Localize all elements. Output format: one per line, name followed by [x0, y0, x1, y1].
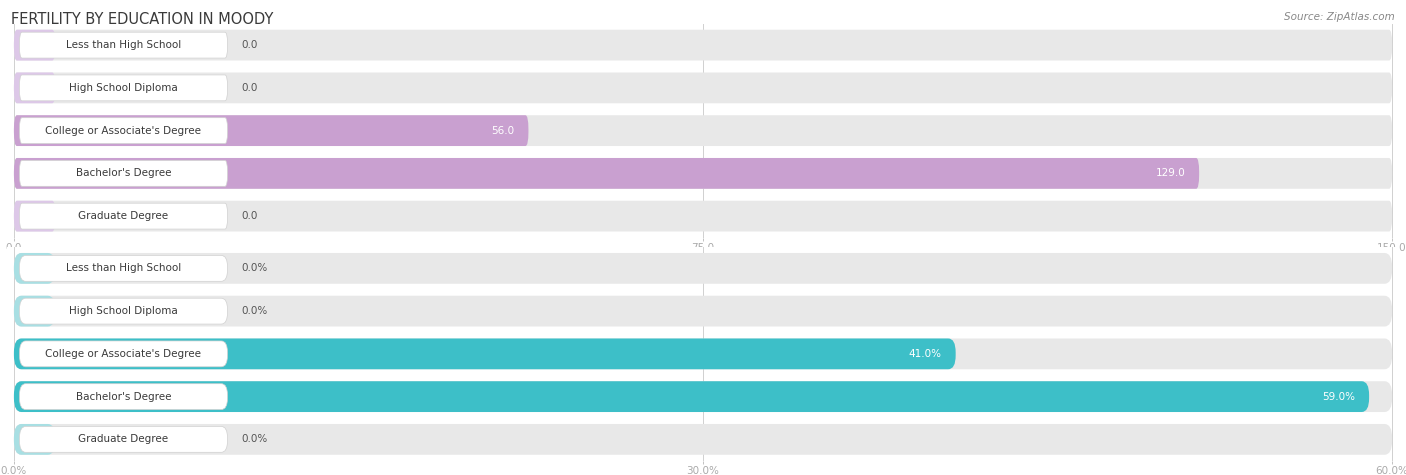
FancyBboxPatch shape — [14, 201, 1392, 231]
Text: High School Diploma: High School Diploma — [69, 306, 179, 316]
Text: Graduate Degree: Graduate Degree — [79, 211, 169, 221]
FancyBboxPatch shape — [14, 381, 1369, 412]
FancyBboxPatch shape — [20, 161, 228, 186]
Text: 59.0%: 59.0% — [1322, 391, 1355, 402]
FancyBboxPatch shape — [14, 115, 529, 146]
FancyBboxPatch shape — [20, 203, 228, 229]
Text: Less than High School: Less than High School — [66, 40, 181, 50]
Text: High School Diploma: High School Diploma — [69, 83, 179, 93]
FancyBboxPatch shape — [14, 115, 1392, 146]
FancyBboxPatch shape — [14, 201, 55, 231]
FancyBboxPatch shape — [14, 73, 1392, 103]
FancyBboxPatch shape — [14, 381, 1392, 412]
FancyBboxPatch shape — [14, 158, 1392, 189]
FancyBboxPatch shape — [14, 73, 55, 103]
FancyBboxPatch shape — [20, 341, 228, 367]
Text: College or Associate's Degree: College or Associate's Degree — [45, 125, 201, 136]
Text: 41.0%: 41.0% — [908, 349, 942, 359]
Text: 56.0: 56.0 — [492, 125, 515, 136]
Text: FERTILITY BY EDUCATION IN MOODY: FERTILITY BY EDUCATION IN MOODY — [11, 12, 274, 27]
Text: 0.0%: 0.0% — [242, 434, 267, 445]
FancyBboxPatch shape — [20, 298, 228, 324]
FancyBboxPatch shape — [20, 32, 228, 58]
FancyBboxPatch shape — [14, 424, 1392, 455]
Text: Graduate Degree: Graduate Degree — [79, 434, 169, 445]
Text: Bachelor's Degree: Bachelor's Degree — [76, 391, 172, 402]
FancyBboxPatch shape — [14, 339, 1392, 369]
FancyBboxPatch shape — [20, 118, 228, 143]
Text: 129.0: 129.0 — [1156, 168, 1185, 179]
FancyBboxPatch shape — [14, 30, 1392, 60]
Text: Source: ZipAtlas.com: Source: ZipAtlas.com — [1284, 12, 1395, 22]
Text: 0.0: 0.0 — [242, 40, 257, 50]
Text: 0.0%: 0.0% — [242, 306, 267, 316]
FancyBboxPatch shape — [14, 158, 1199, 189]
FancyBboxPatch shape — [14, 424, 55, 455]
FancyBboxPatch shape — [14, 296, 55, 326]
Text: 0.0%: 0.0% — [242, 263, 267, 274]
Text: Bachelor's Degree: Bachelor's Degree — [76, 168, 172, 179]
FancyBboxPatch shape — [20, 384, 228, 409]
Text: College or Associate's Degree: College or Associate's Degree — [45, 349, 201, 359]
FancyBboxPatch shape — [14, 339, 956, 369]
FancyBboxPatch shape — [20, 427, 228, 452]
Text: Less than High School: Less than High School — [66, 263, 181, 274]
Text: 0.0: 0.0 — [242, 211, 257, 221]
FancyBboxPatch shape — [20, 256, 228, 281]
Text: 0.0: 0.0 — [242, 83, 257, 93]
FancyBboxPatch shape — [14, 253, 1392, 284]
FancyBboxPatch shape — [14, 30, 55, 60]
FancyBboxPatch shape — [14, 253, 55, 284]
FancyBboxPatch shape — [14, 296, 1392, 326]
FancyBboxPatch shape — [20, 75, 228, 101]
